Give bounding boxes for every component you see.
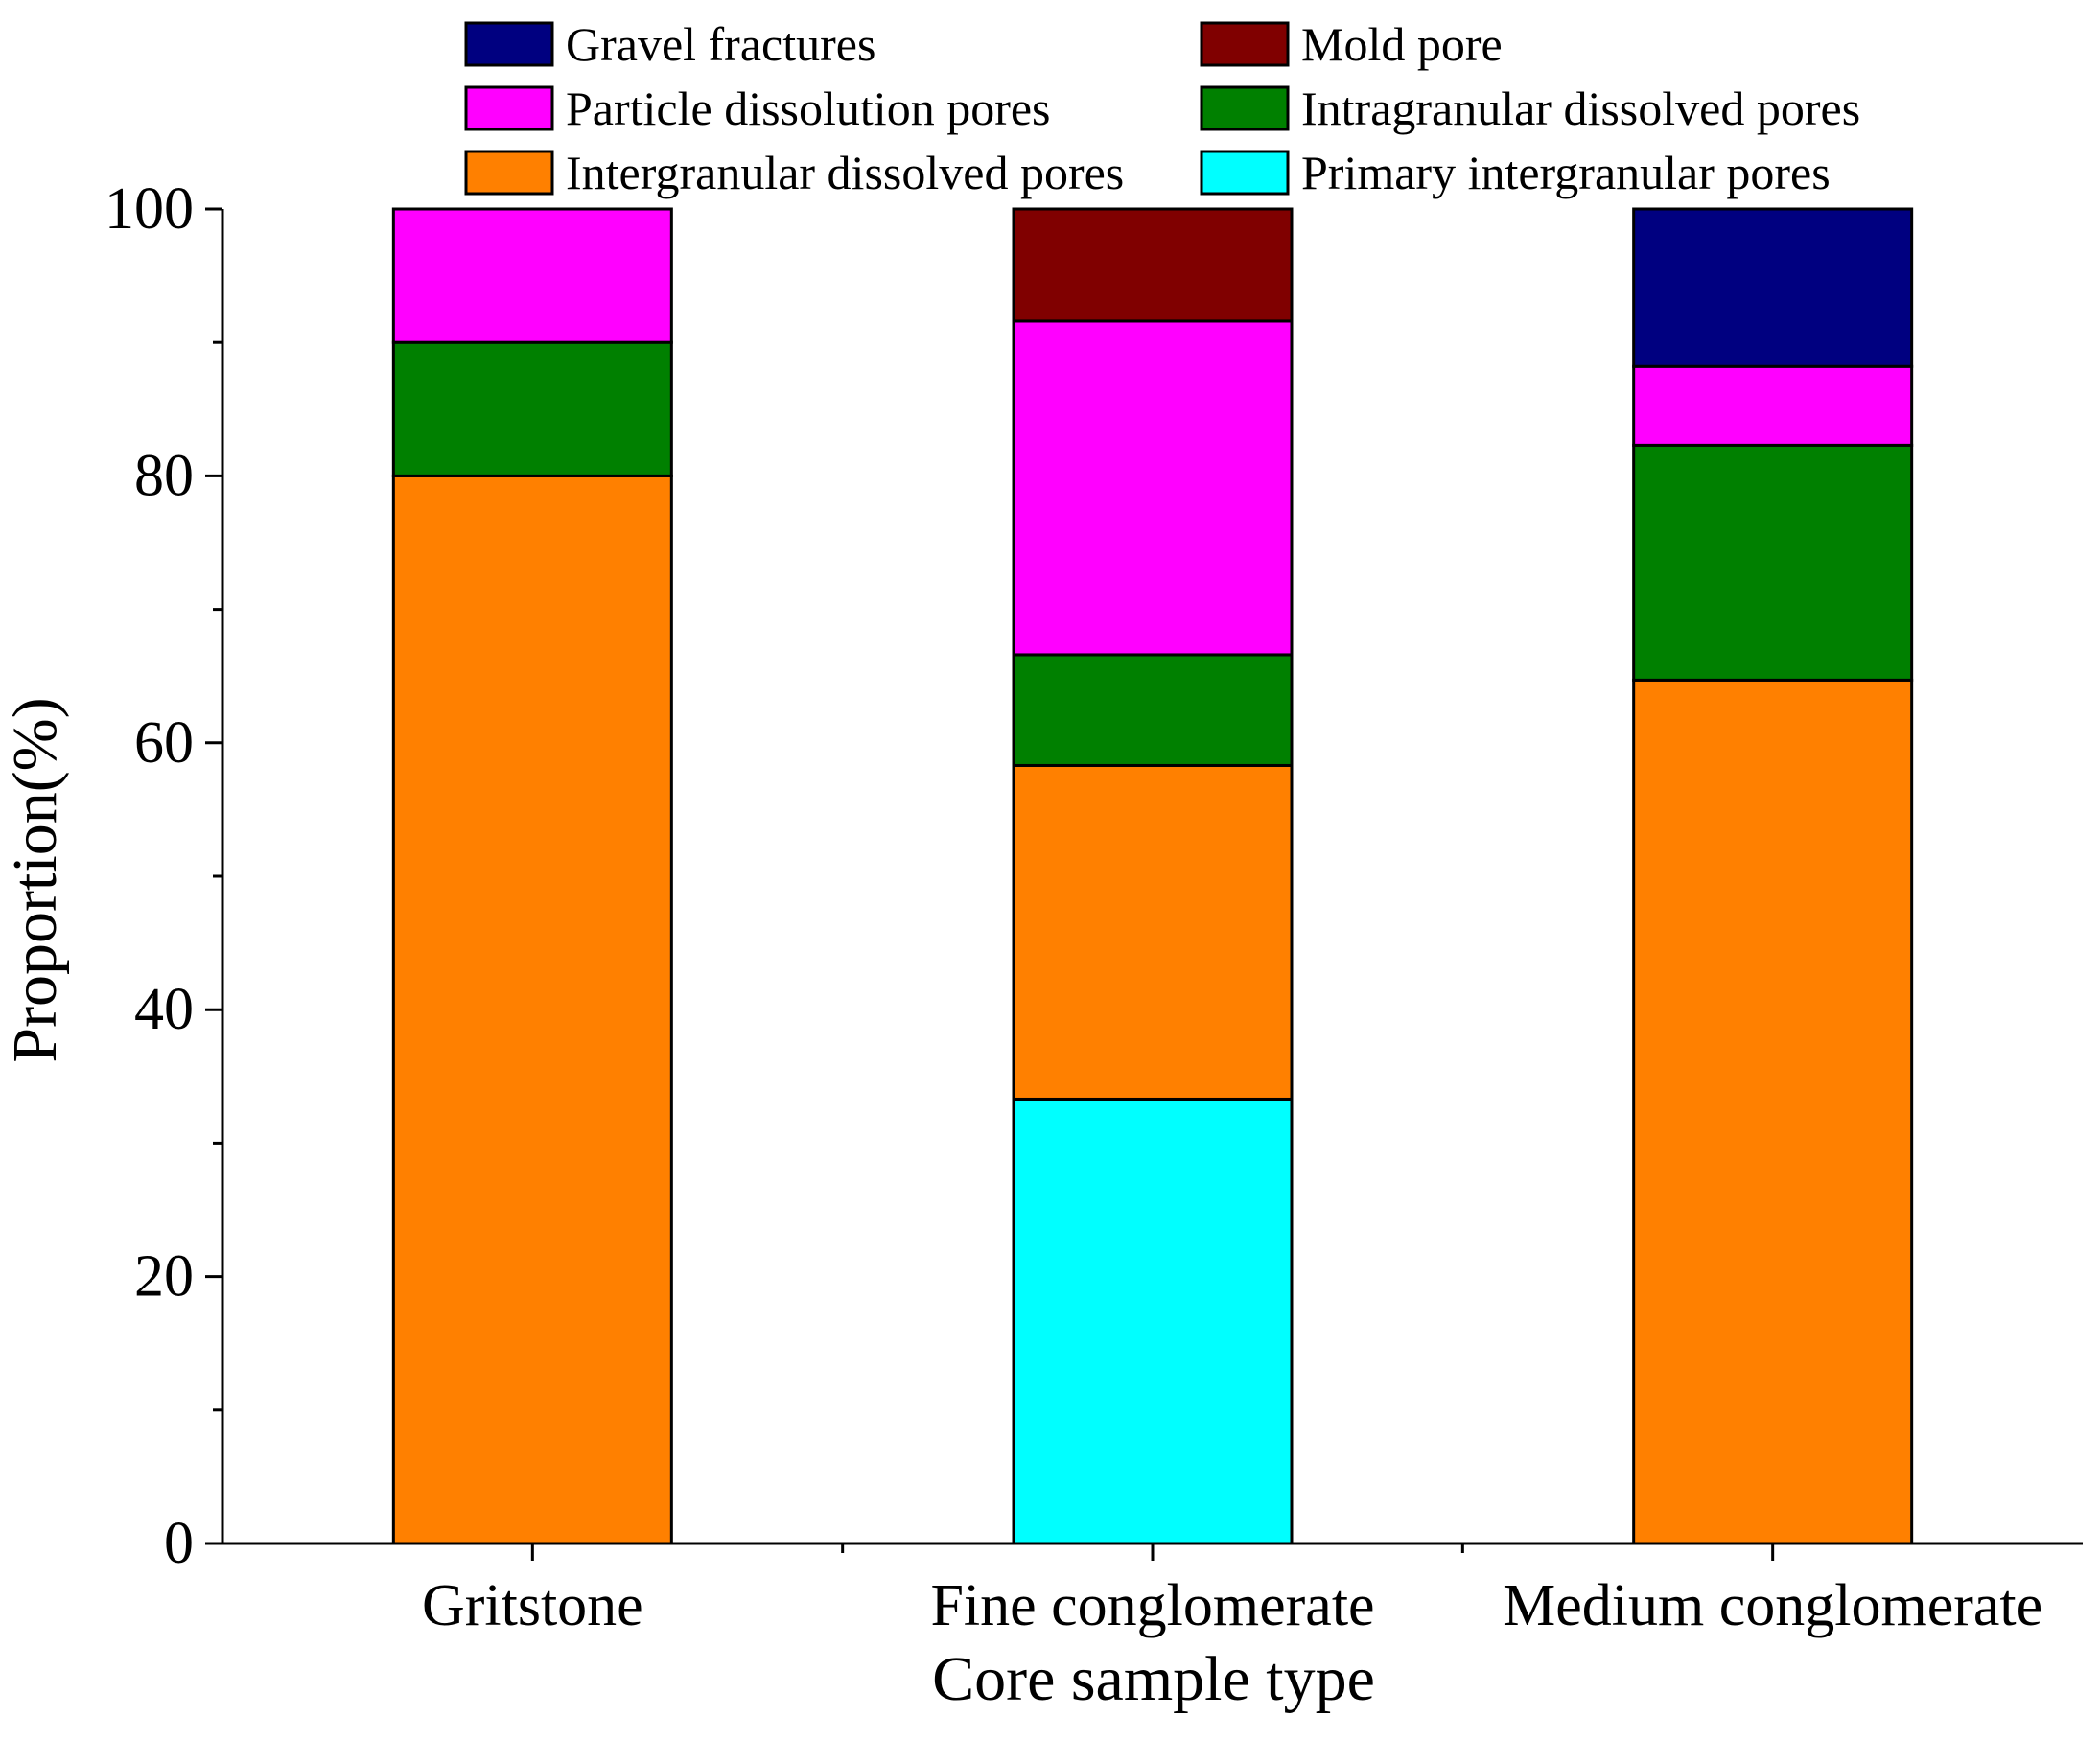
bar-segment-gritstone-intragranular-dissolved-pores (391, 340, 673, 477)
legend-swatch-particle-dissolution-pores (464, 85, 554, 131)
legend-swatch-gravel-fractures (464, 21, 554, 67)
bar-segment-fine-conglomerate-particle-dissolution-pores (1012, 319, 1294, 657)
legend-item: Primary intergranular pores (1200, 146, 1831, 199)
y-tick-label: 100 (105, 176, 194, 242)
legend: Gravel fractures Mold pore Particle dissol… (464, 17, 1860, 199)
legend-label: Intragranular dissolved pores (1301, 81, 1860, 135)
legend-swatch-intragranular-dissolved-pores (1200, 85, 1290, 131)
y-tick-label: 40 (134, 977, 194, 1042)
legend-swatch-primary-intergranular-pores (1200, 150, 1290, 196)
bar-segment-gritstone-intergranular-dissolved-pores (391, 474, 673, 1545)
legend-swatch-intergranular-dissolved-pores (464, 150, 554, 196)
bar-segment-medium-conglomerate-particle-dissolution-pores (1632, 364, 1914, 447)
legend-item: Intergranular dissolved pores (464, 146, 1124, 199)
legend-item: Gravel fractures (464, 17, 875, 71)
x-tick-label: Fine conglomerate (930, 1573, 1374, 1638)
x-axis-title: Core sample type (932, 1644, 1375, 1714)
x-tick-label: Medium conglomerate (1503, 1573, 2042, 1638)
bar-segment-fine-conglomerate-intragranular-dissolved-pores (1012, 653, 1294, 767)
legend-swatch-mold-pore (1200, 21, 1290, 67)
legend-item: Intragranular dissolved pores (1200, 81, 1860, 135)
legend-label: Intergranular dissolved pores (566, 146, 1124, 199)
y-tick-label: 80 (134, 443, 194, 508)
y-axis-title: Proportion(%) (0, 697, 70, 1062)
y-tick-label: 0 (164, 1511, 194, 1576)
legend-label: Mold pore (1301, 17, 1503, 71)
bar-segment-medium-conglomerate-intergranular-dissolved-pores (1632, 678, 1914, 1545)
bar-segment-fine-conglomerate-intergranular-dissolved-pores (1012, 763, 1294, 1101)
y-tick-label: 60 (134, 710, 194, 776)
bar-segment-fine-conglomerate-mold-pore (1012, 207, 1294, 323)
bar-segment-gritstone-particle-dissolution-pores (391, 207, 673, 344)
axes: 0 20 40 60 80 100 Gritstone Fine conglomerate Me… (105, 176, 2083, 1638)
bars (391, 207, 1914, 1545)
bar-segment-medium-conglomerate-gravel-fractures (1632, 207, 1914, 368)
legend-label: Gravel fractures (566, 17, 875, 71)
legend-item: Particle dissolution pores (464, 81, 1051, 135)
legend-item: Mold pore (1200, 17, 1503, 71)
bar-segment-fine-conglomerate-primary-intergranular-pores (1012, 1097, 1294, 1545)
bar-segment-medium-conglomerate-intragranular-dissolved-pores (1632, 443, 1914, 682)
legend-label: Primary intergranular pores (1301, 146, 1831, 199)
x-tick-label: Gritstone (422, 1573, 643, 1638)
legend-label: Particle dissolution pores (566, 81, 1051, 135)
y-tick-label: 20 (134, 1244, 194, 1310)
